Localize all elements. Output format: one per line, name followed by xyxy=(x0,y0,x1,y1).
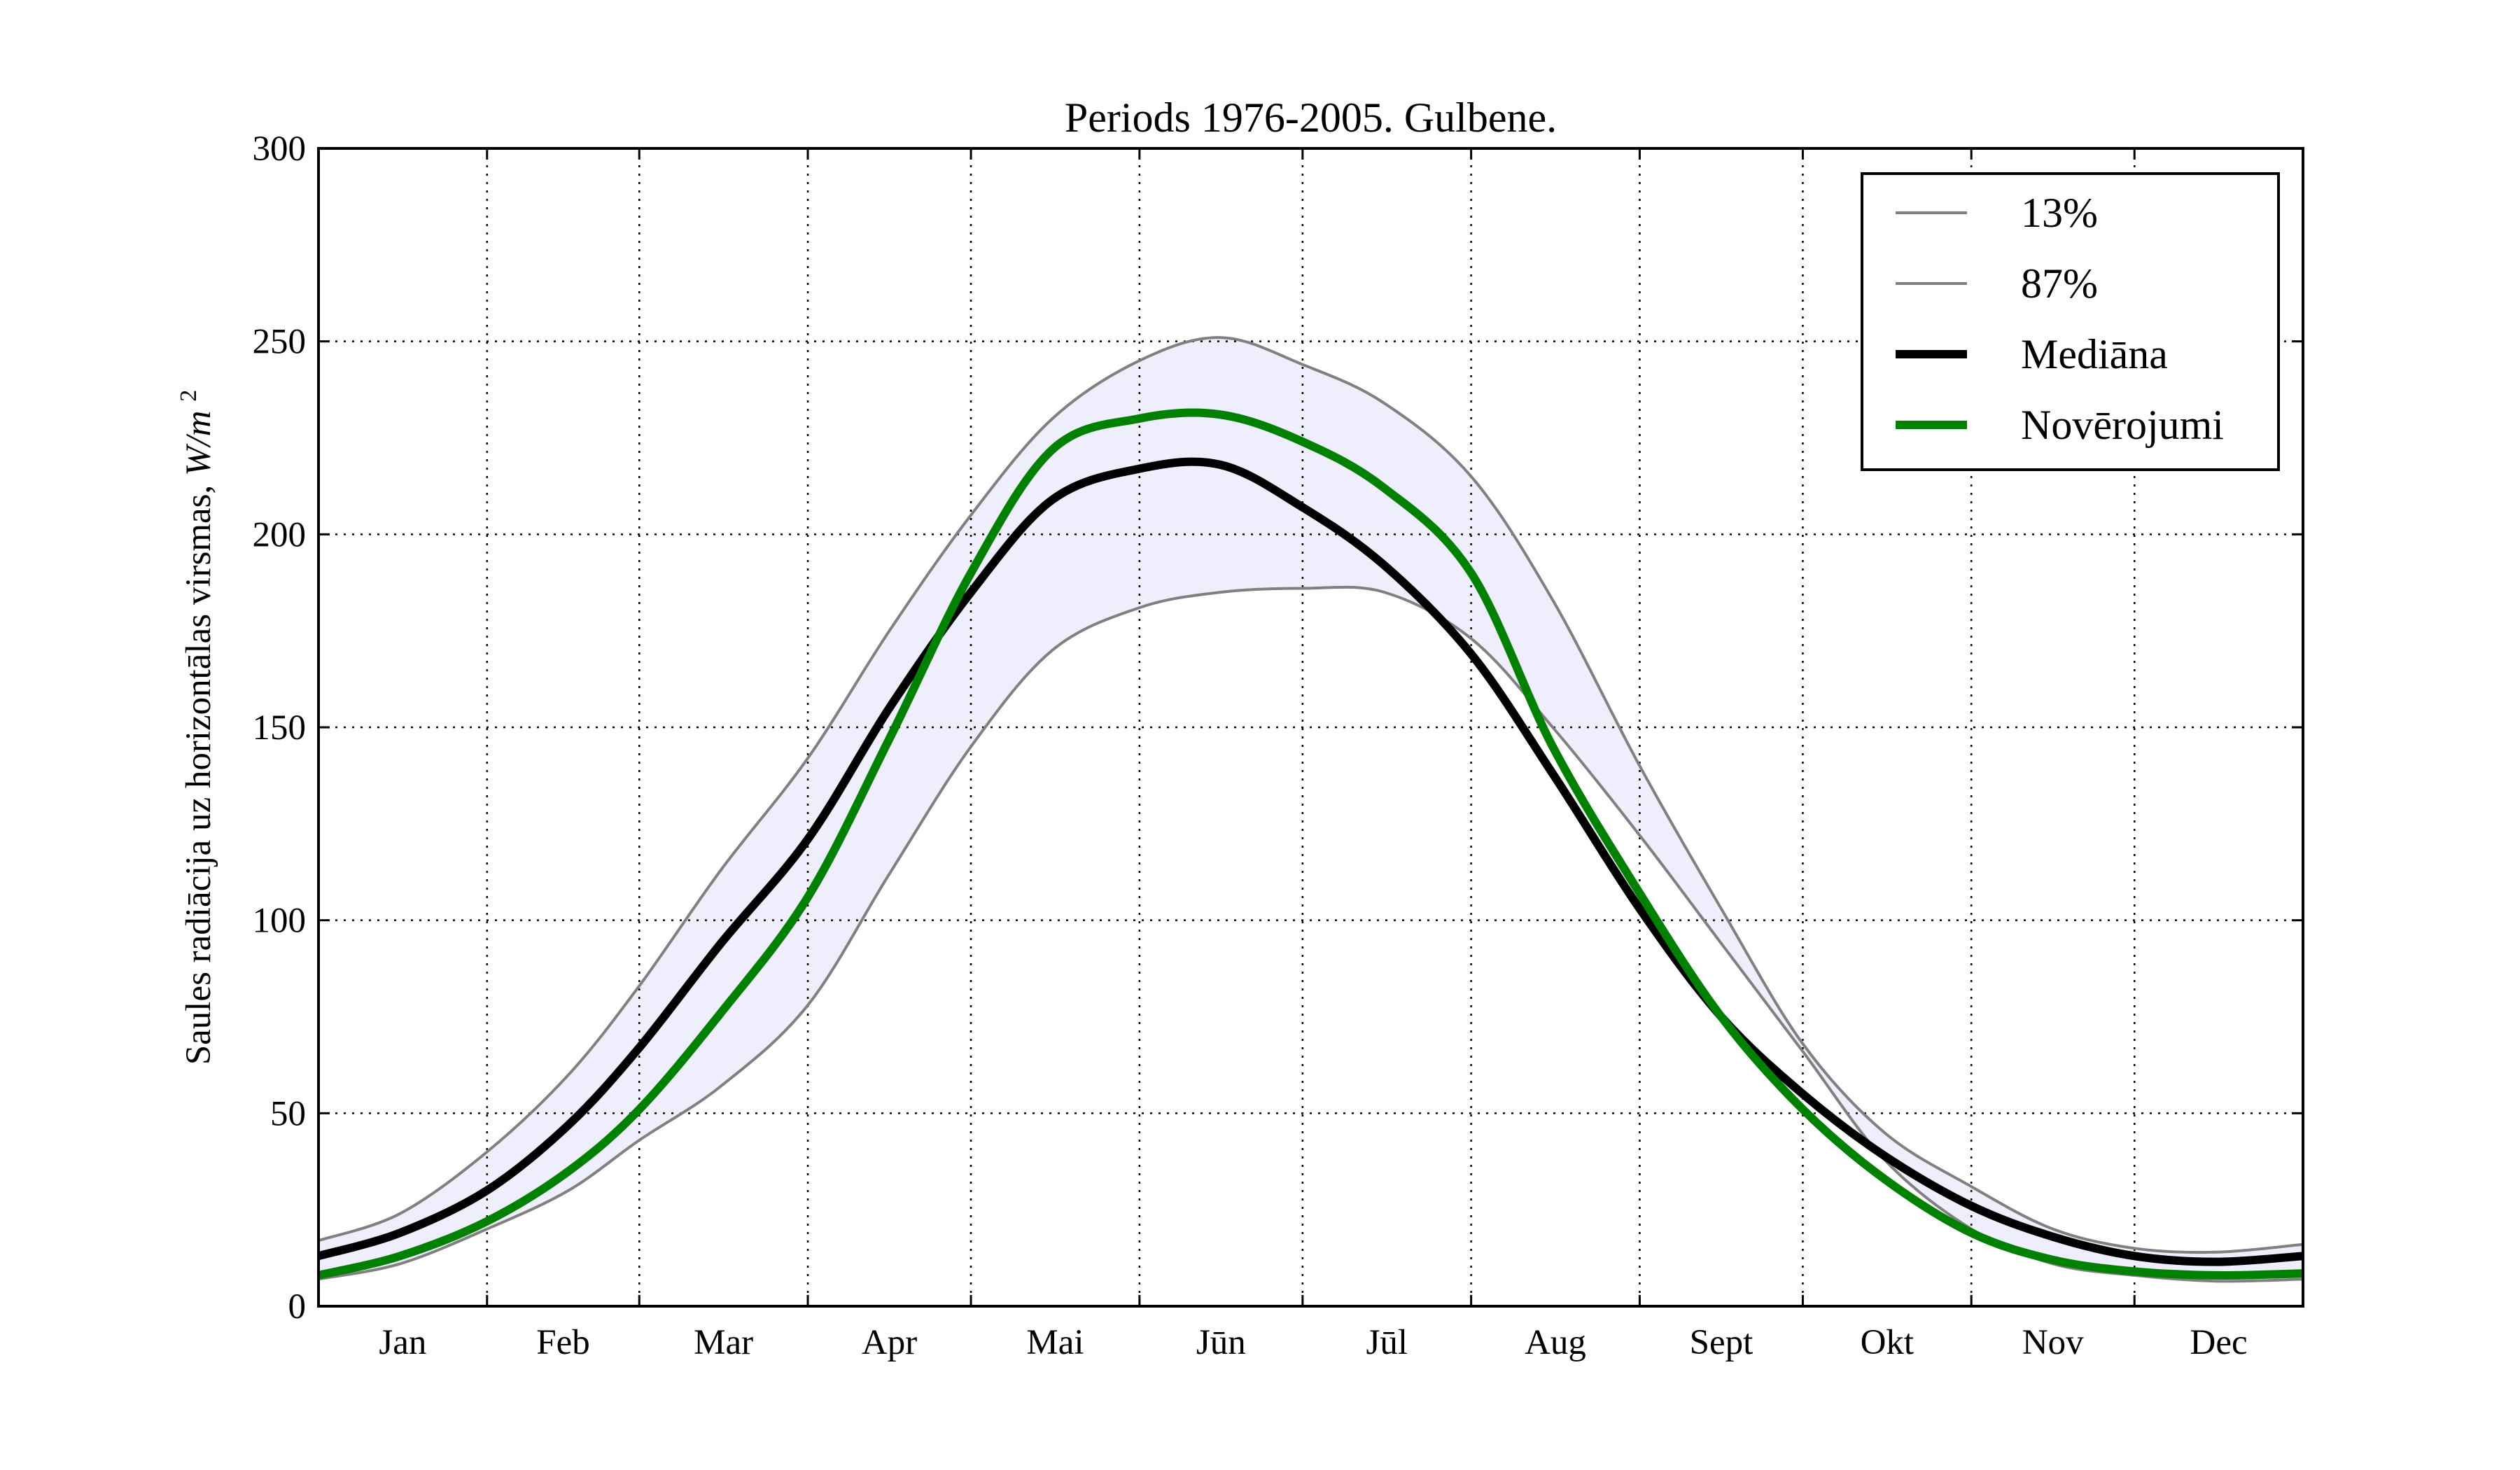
y-axis-label-text: Saules radiācija uz horizontālas virsmas… xyxy=(179,485,218,1065)
x-tick-label: Mai xyxy=(1026,1323,1084,1362)
y-axis-unit-exponent: 2 xyxy=(176,390,202,402)
legend-label: 13% xyxy=(2021,190,2098,236)
series-line xyxy=(318,336,2304,1254)
axis-ticks: 0 50 100 150 200 250 300 Jan Feb Mar Apr Mai Jūn Jūl A… xyxy=(253,130,2303,1362)
x-tick-label: Apr xyxy=(862,1323,917,1362)
x-tick-label: Nov xyxy=(2022,1323,2084,1362)
legend-label: Mediāna xyxy=(2021,331,2168,377)
y-tick-label: 250 xyxy=(253,323,307,362)
percentile-band xyxy=(318,337,2303,1282)
legend-label: Novērojumi xyxy=(2021,402,2224,448)
series-line xyxy=(318,585,2304,1283)
y-tick-label: 150 xyxy=(253,708,307,748)
series-line xyxy=(317,408,2304,1280)
x-tick-label: Okt xyxy=(1861,1323,1914,1362)
x-tick-label: Jūl xyxy=(1366,1323,1408,1362)
legend-box xyxy=(1861,172,2280,471)
y-tick-label: 50 xyxy=(270,1094,306,1133)
x-tick-label: Jan xyxy=(379,1323,426,1362)
legend: 13% 87% Mediāna Novērojumi xyxy=(1861,172,2280,471)
band-area xyxy=(318,337,2303,1282)
x-tick-label: Sept xyxy=(1690,1323,1754,1362)
y-axis-label: Saules radiācija uz horizontālas virsmas… xyxy=(176,390,218,1065)
series-line xyxy=(317,457,2304,1266)
x-tick-label: Jūn xyxy=(1196,1323,1246,1362)
y-tick-label: 300 xyxy=(253,130,307,169)
x-tick-label: Aug xyxy=(1525,1323,1586,1362)
chart-title: Periods 1976-2005. Gulbene. xyxy=(1065,94,1557,141)
x-tick-label: Mar xyxy=(694,1323,753,1362)
series-lines xyxy=(317,336,2304,1283)
y-tick-label: 100 xyxy=(253,902,307,941)
x-tick-label: Feb xyxy=(536,1323,590,1362)
y-tick-label: 200 xyxy=(253,515,307,554)
x-tick-label: Dec xyxy=(2190,1323,2248,1362)
y-tick-label: 0 xyxy=(288,1287,307,1326)
legend-label: 87% xyxy=(2021,260,2098,307)
y-axis-unit: W/m xyxy=(179,411,218,476)
